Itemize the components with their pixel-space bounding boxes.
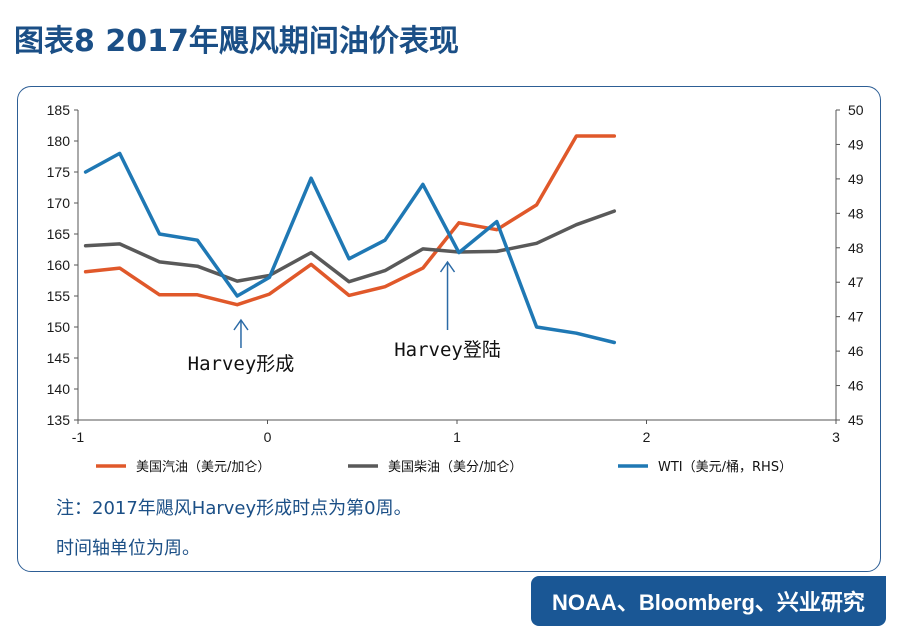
left-tick-label: 175 [47, 164, 71, 180]
right-tick-label: 46 [848, 378, 864, 394]
source-badge: NOAA、Bloomberg、兴业研究 [531, 576, 886, 626]
annotation-arrow-head [439, 260, 456, 273]
series-line-2 [83, 151, 617, 345]
annotation-arrow-head [233, 318, 249, 331]
left-tick-label: 135 [47, 412, 71, 428]
left-tick-label: 165 [47, 226, 71, 242]
x-tick-label: 3 [832, 429, 840, 445]
right-tick-label: 45 [848, 412, 864, 428]
right-tick-label: 48 [848, 205, 864, 221]
x-tick-label: 0 [264, 429, 272, 445]
annotation-label: Harvey登陆 [394, 339, 501, 361]
chart-frame [17, 86, 881, 572]
left-tick-label: 150 [47, 319, 71, 335]
left-tick-label: 170 [47, 195, 71, 211]
right-tick-label: 47 [848, 274, 864, 290]
left-tick-label: 140 [47, 381, 71, 397]
right-tick-label: 47 [848, 309, 864, 325]
series-line-1 [83, 209, 617, 284]
legend-label-1: 美国柴油（美分/加仑） [388, 460, 522, 475]
legend-label-0: 美国汽油（美元/加仑） [136, 460, 270, 475]
right-tick-label: 48 [848, 240, 864, 256]
left-tick-label: 180 [47, 133, 71, 149]
left-tick-label: 185 [47, 102, 71, 118]
right-tick-label: 49 [848, 136, 864, 152]
x-tick-label: 1 [453, 429, 461, 445]
left-tick-label: 145 [47, 350, 71, 366]
right-tick-label: 46 [848, 343, 864, 359]
x-tick-label: -1 [72, 429, 85, 445]
x-tick-label: 2 [643, 429, 651, 445]
right-tick-label: 50 [848, 102, 864, 118]
annotation-label: Harvey形成 [188, 353, 295, 375]
note-line-2: 时间轴单位为周。 [56, 538, 200, 559]
note-line-1: 注：2017年飓风Harvey形成时点为第0周。 [56, 498, 412, 519]
series-line-0 [83, 134, 617, 307]
legend-label-2: WTI（美元/桶，RHS） [658, 460, 792, 475]
left-tick-label: 155 [47, 288, 71, 304]
left-tick-label: 160 [47, 257, 71, 273]
page-title: 图表8 2017年飓风期间油价表现 [14, 24, 459, 59]
right-tick-label: 49 [848, 171, 864, 187]
